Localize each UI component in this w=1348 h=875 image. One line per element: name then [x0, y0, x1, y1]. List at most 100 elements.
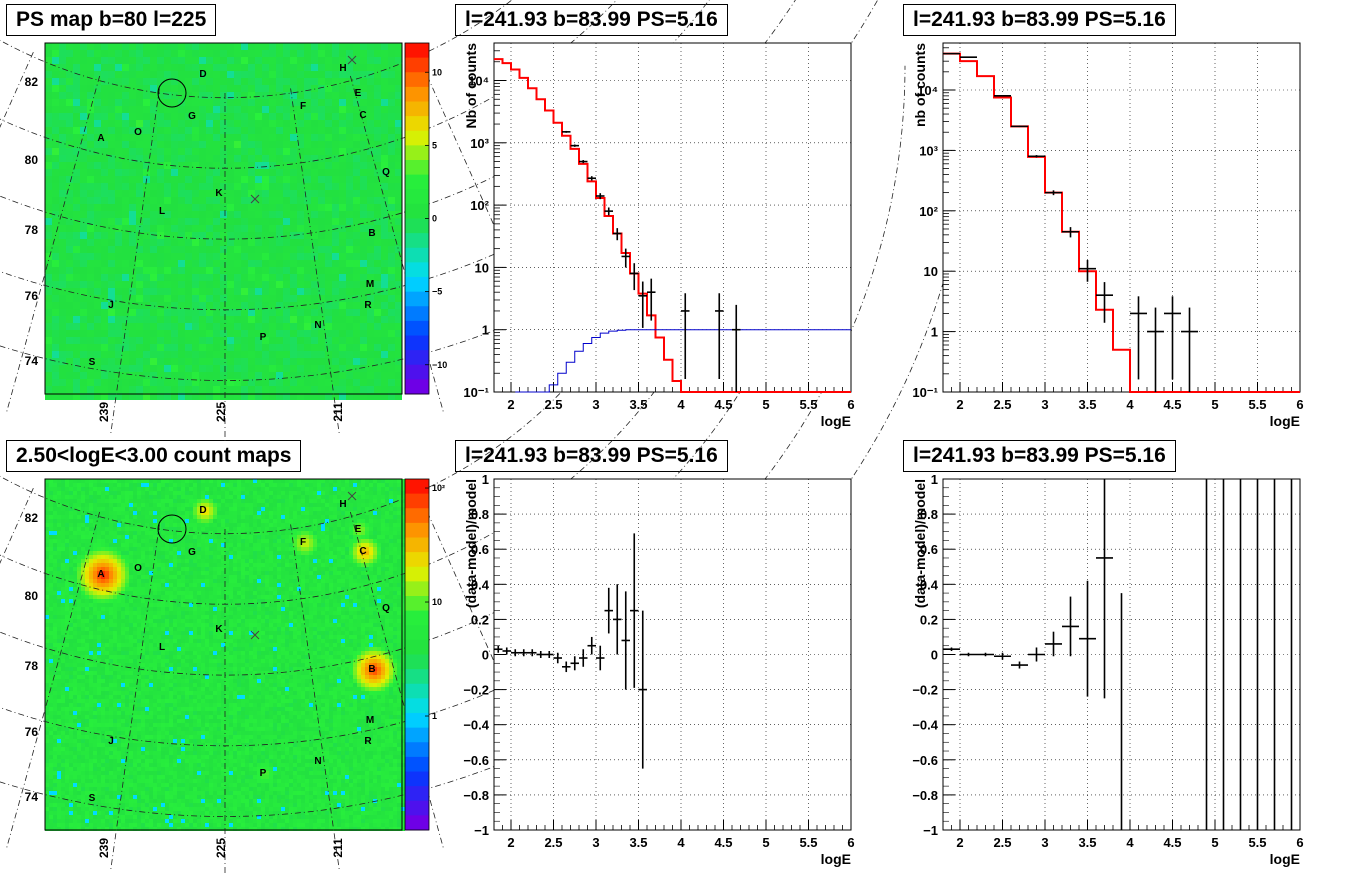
map-pixel [313, 503, 317, 507]
map-pixel [213, 323, 220, 330]
map-pixel [273, 507, 277, 511]
map-pixel [301, 511, 305, 515]
map-pixel [199, 232, 206, 239]
map-pixel [269, 358, 276, 365]
map-pixel [53, 499, 57, 503]
map-pixel [157, 519, 161, 523]
map-pixel [164, 99, 171, 106]
map-pixel [381, 519, 385, 523]
map-pixel [94, 274, 101, 281]
map-pixel [101, 204, 108, 211]
map-pixel [85, 479, 89, 483]
map-pixel [57, 543, 61, 547]
map-pixel [285, 511, 289, 515]
map-pixel [229, 543, 233, 547]
map-pixel [101, 260, 108, 267]
map-pixel [318, 141, 325, 148]
map-pixel [178, 176, 185, 183]
map-pixel [85, 487, 89, 491]
map-pixel [241, 267, 248, 274]
map-pixel [66, 85, 73, 92]
map-pixel [221, 555, 225, 559]
map-pixel [93, 543, 97, 547]
map-pixel [115, 127, 122, 134]
map-pixel [277, 539, 281, 543]
map-pixel [94, 218, 101, 225]
map-pixel [395, 344, 402, 351]
map-pixel [237, 479, 241, 483]
map-pixel [129, 372, 136, 379]
map-pixel [309, 527, 313, 531]
map-pixel [206, 183, 213, 190]
map-pixel [325, 148, 332, 155]
map-pixel [61, 491, 65, 495]
map-pixel [297, 491, 301, 495]
map-pixel [193, 487, 197, 491]
map-pixel [349, 563, 353, 567]
map-pixel [381, 183, 388, 190]
map-pixel [381, 113, 388, 120]
map-pixel [157, 50, 164, 57]
map-pixel [171, 169, 178, 176]
map-pixel [401, 555, 405, 559]
map-pixel [201, 515, 205, 519]
map-pixel [233, 535, 237, 539]
map-pixel [115, 253, 122, 260]
map-pixel [121, 575, 125, 579]
map-pixel [129, 64, 136, 71]
map-pixel [345, 483, 349, 487]
map-pixel [360, 344, 367, 351]
map-pixel [283, 176, 290, 183]
map-pixel [333, 563, 337, 567]
map-pixel [229, 555, 233, 559]
map-pixel [332, 351, 339, 358]
map-pixel [349, 555, 353, 559]
map-pixel [283, 246, 290, 253]
map-pixel [374, 50, 381, 57]
map-pixel [93, 515, 97, 519]
map-pixel [276, 204, 283, 211]
map-pixel [77, 491, 81, 495]
map-pixel [341, 551, 345, 555]
map-pixel [87, 71, 94, 78]
map-pixel [157, 555, 161, 559]
map-pixel [108, 302, 115, 309]
map-pixel [199, 358, 206, 365]
map-pixel [304, 113, 311, 120]
map-pixel [337, 559, 341, 563]
map-pixel [57, 519, 61, 523]
map-pixel [77, 551, 81, 555]
map-pixel [237, 519, 241, 523]
map-pixel [255, 120, 262, 127]
map-pixel [276, 344, 283, 351]
map-pixel [234, 344, 241, 351]
map-pixel [309, 487, 313, 491]
map-pixel [165, 531, 169, 535]
map-pixel [367, 274, 374, 281]
map-pixel [283, 232, 290, 239]
map-pixel [136, 323, 143, 330]
map-pixel [87, 183, 94, 190]
map-pixel [87, 225, 94, 232]
map-pixel [49, 519, 53, 523]
map-pixel [185, 134, 192, 141]
map-pixel [81, 499, 85, 503]
map-pixel [388, 197, 395, 204]
map-pixel [339, 155, 346, 162]
map-pixel [115, 267, 122, 274]
map-pixel [89, 499, 93, 503]
map-pixel [227, 323, 234, 330]
map-pixel [339, 211, 346, 218]
map-pixel [389, 551, 393, 555]
map-pixel [283, 120, 290, 127]
map-pixel [367, 169, 374, 176]
map-pixel [87, 204, 94, 211]
map-pixel [377, 519, 381, 523]
map-pixel [257, 559, 261, 563]
map-pixel [237, 571, 241, 575]
map-pixel [325, 535, 329, 539]
map-pixel [241, 302, 248, 309]
map-pixel [318, 337, 325, 344]
map-pixel [129, 155, 136, 162]
map-pixel [269, 563, 273, 567]
